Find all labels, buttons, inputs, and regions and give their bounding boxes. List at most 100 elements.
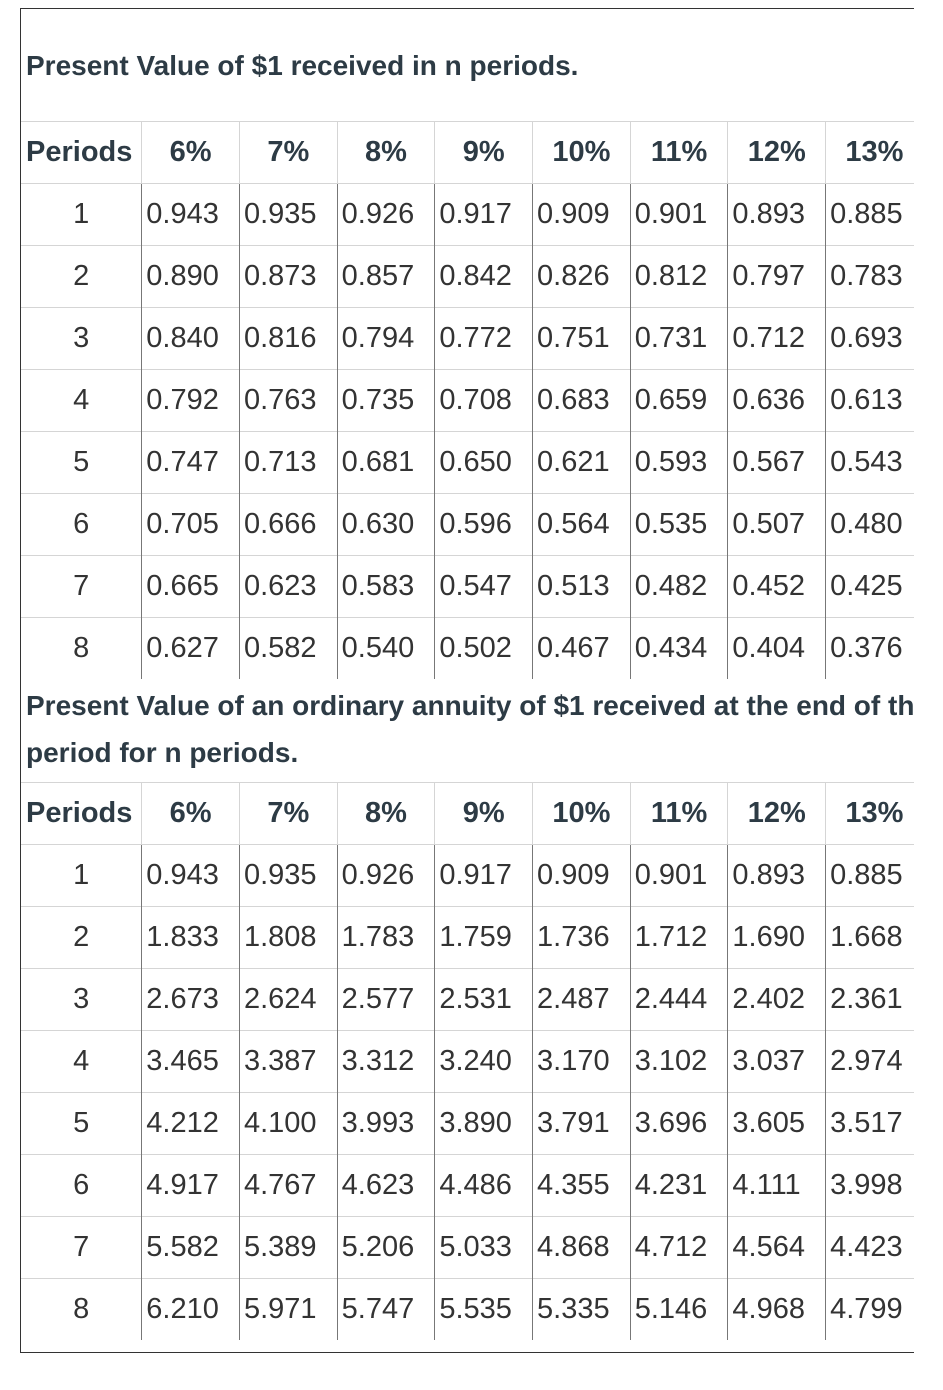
value-cell: 4.231 [629, 1154, 728, 1217]
value-cell: 3.605 [727, 1092, 826, 1155]
column-header: 11% [629, 782, 728, 845]
column-header: 8% [336, 121, 435, 184]
value-cell: 0.893 [727, 183, 826, 246]
value-cell: 3.465 [141, 1030, 240, 1093]
value-cell: 5.535 [434, 1278, 533, 1340]
value-cell: 5.389 [238, 1216, 338, 1279]
value-cell: 0.705 [141, 493, 240, 556]
value-cell: 5.971 [238, 1278, 338, 1340]
value-cell: 6.210 [141, 1278, 240, 1340]
value-cell: 0.467 [532, 617, 631, 679]
section-title: Present Value of an ordinary annuity of … [26, 690, 914, 768]
value-cell: 1.668 [825, 906, 914, 969]
data-table: Periods6%7%8%9%10%11%12%13%14%10.9430.93… [21, 121, 914, 679]
column-header: 9% [434, 782, 533, 845]
value-cell: 4.767 [238, 1154, 338, 1217]
value-cell: 0.681 [336, 431, 435, 494]
value-cell: 3.696 [629, 1092, 728, 1155]
column-header: 6% [141, 121, 240, 184]
column-header: 12% [727, 782, 826, 845]
value-cell: 4.712 [629, 1216, 728, 1279]
value-cell: 0.826 [532, 245, 631, 308]
data-table: Periods6%7%8%9%10%11%12%13%14%10.9430.93… [21, 782, 914, 1340]
value-cell: 2.361 [825, 968, 914, 1031]
period-cell: 1 [21, 844, 142, 907]
value-cell: 2.673 [141, 968, 240, 1031]
value-cell: 0.507 [727, 493, 826, 556]
value-cell: 4.111 [727, 1154, 826, 1217]
value-cell: 0.708 [434, 369, 533, 432]
value-cell: 2.402 [727, 968, 826, 1031]
value-cell: 1.808 [238, 906, 338, 969]
period-cell: 8 [21, 617, 142, 679]
column-header: Periods [21, 121, 142, 184]
value-cell: 0.613 [825, 369, 914, 432]
value-cell: 3.517 [825, 1092, 914, 1155]
value-cell: 4.623 [336, 1154, 435, 1217]
value-cell: 0.917 [434, 183, 533, 246]
value-cell: 0.909 [532, 183, 631, 246]
section-title: Present Value of $1 received in n period… [26, 50, 579, 81]
value-cell: 5.335 [532, 1278, 631, 1340]
value-cell: 3.993 [336, 1092, 435, 1155]
period-cell: 8 [21, 1278, 142, 1340]
period-cell: 6 [21, 1154, 142, 1217]
value-cell: 0.901 [629, 844, 728, 907]
value-cell: 1.759 [434, 906, 533, 969]
value-cell: 0.783 [825, 245, 914, 308]
period-cell: 5 [21, 1092, 142, 1155]
value-cell: 4.355 [532, 1154, 631, 1217]
value-cell: 0.564 [532, 493, 631, 556]
value-cell: 4.423 [825, 1216, 914, 1279]
value-cell: 0.425 [825, 555, 914, 618]
value-cell: 0.659 [629, 369, 728, 432]
table-row: 6 0.705 0.666 0.630 0.596 0.564 0.535 0.507 0.48… [21, 493, 914, 556]
value-cell: 2.531 [434, 968, 533, 1031]
value-cell: 0.917 [434, 844, 533, 907]
value-cell: 0.901 [629, 183, 728, 246]
value-cell: 0.842 [434, 245, 533, 308]
value-cell: 5.206 [336, 1216, 435, 1279]
column-header: 12% [727, 121, 826, 184]
value-cell: 0.890 [141, 245, 240, 308]
table-section: Present Value of $1 received in n period… [21, 9, 914, 679]
value-cell: 4.486 [434, 1154, 533, 1217]
value-cell: 0.636 [727, 369, 826, 432]
column-header: 9% [434, 121, 533, 184]
value-cell: 2.974 [825, 1030, 914, 1093]
column-header: 7% [238, 782, 338, 845]
value-cell: 0.567 [727, 431, 826, 494]
period-cell: 4 [21, 369, 142, 432]
value-cell: 0.812 [629, 245, 728, 308]
period-cell: 3 [21, 307, 142, 370]
value-cell: 0.792 [141, 369, 240, 432]
value-cell: 4.799 [825, 1278, 914, 1340]
table-row: 4 0.792 0.763 0.735 0.708 0.683 0.659 0.636 0.61… [21, 369, 914, 432]
column-header: 7% [238, 121, 338, 184]
column-header: 11% [629, 121, 728, 184]
value-cell: 0.404 [727, 617, 826, 679]
value-cell: 0.623 [238, 555, 338, 618]
value-cell: 0.797 [727, 245, 826, 308]
period-cell: 6 [21, 493, 142, 556]
value-cell: 0.713 [238, 431, 338, 494]
value-cell: 0.772 [434, 307, 533, 370]
value-cell: 0.547 [434, 555, 533, 618]
column-header: 10% [532, 782, 631, 845]
period-cell: 7 [21, 1216, 142, 1279]
value-cell: 0.840 [141, 307, 240, 370]
value-cell: 0.665 [141, 555, 240, 618]
period-cell: 3 [21, 968, 142, 1031]
table-row: 1 0.943 0.935 0.926 0.917 0.909 0.901 0.893 0.88… [21, 844, 914, 907]
value-cell: 1.833 [141, 906, 240, 969]
value-cell: 3.102 [629, 1030, 728, 1093]
value-cell: 0.751 [532, 307, 631, 370]
column-header: 8% [336, 782, 435, 845]
value-cell: 0.452 [727, 555, 826, 618]
value-cell: 0.630 [336, 493, 435, 556]
period-cell: 1 [21, 183, 142, 246]
period-cell: 2 [21, 906, 142, 969]
value-cell: 0.873 [238, 245, 338, 308]
